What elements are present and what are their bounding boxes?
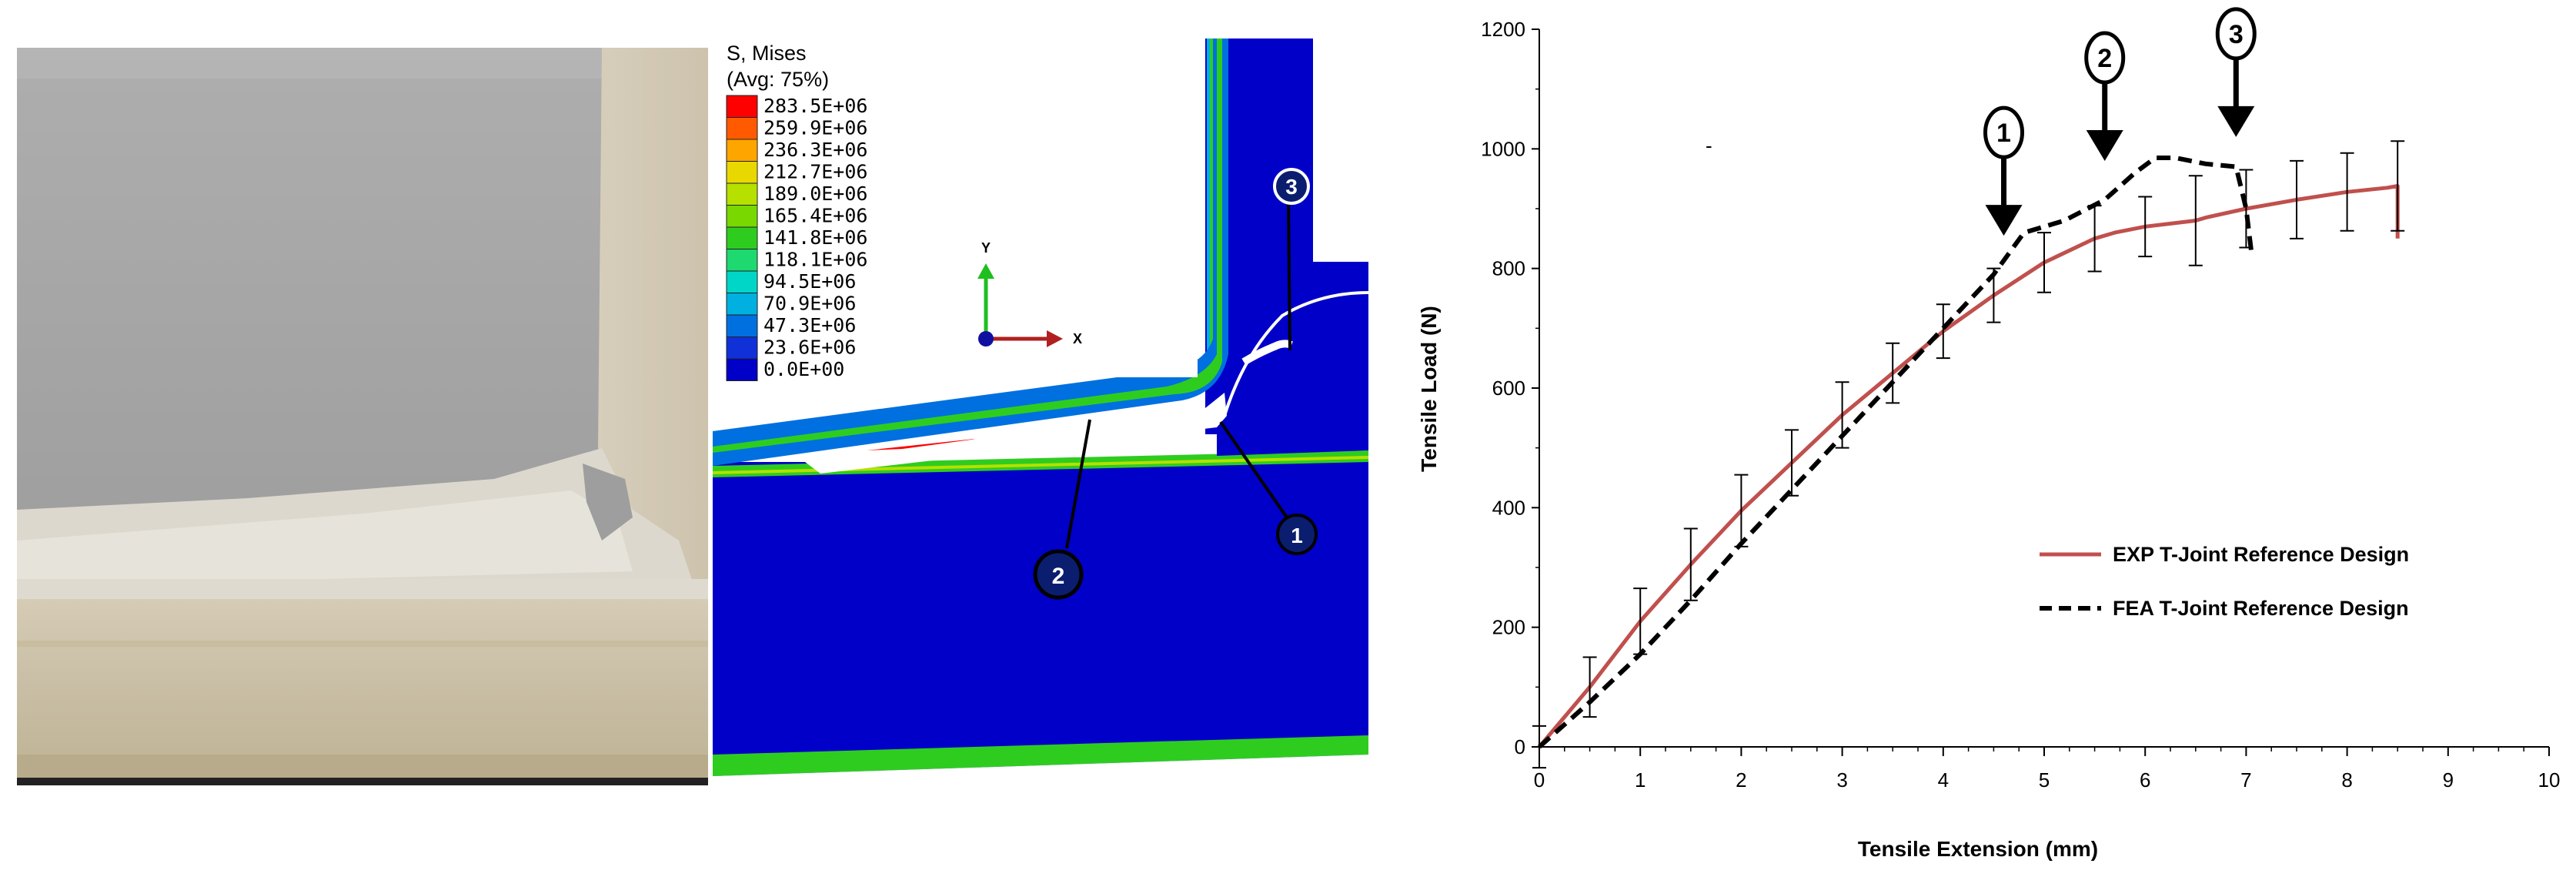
y-axis-label: Tensile Load (N) xyxy=(1417,306,1441,472)
legend-swatch xyxy=(726,249,758,272)
x-tick-label: 1 xyxy=(1635,768,1645,792)
legend-swatch xyxy=(726,161,758,184)
legend-title: S, Mises xyxy=(727,42,807,65)
legend-swatch xyxy=(726,293,758,316)
load-extension-chart: 0 200 400 600 800 1000 1200 0 1 2 3 4 5 6 7 8 9 10 1 2 3 Te… xyxy=(1417,7,2560,861)
chart-annotations: 1 2 3 xyxy=(1983,7,2257,236)
legend-value: 47.3E+06 xyxy=(763,314,856,336)
legend-swatch xyxy=(726,358,758,381)
legend-swatch xyxy=(726,205,758,228)
legend-swatch xyxy=(726,95,758,118)
y-tick-label: 400 xyxy=(1492,496,1525,519)
fea-callout-3: 3 xyxy=(1273,168,1310,205)
svg-text:3: 3 xyxy=(1285,175,1298,199)
legend-value: 236.3E+06 xyxy=(763,139,867,161)
axis-y-label: Y xyxy=(981,240,991,256)
error-bar xyxy=(1683,527,1698,601)
legend-value: 23.6E+06 xyxy=(763,336,856,359)
legend-value: 165.4E+06 xyxy=(763,205,867,227)
error-bar xyxy=(2391,140,2405,232)
x-tick-label: 8 xyxy=(2341,768,2352,792)
legend-value: 0.0E+00 xyxy=(763,358,844,380)
series-line-0 xyxy=(1538,184,2400,748)
legend-value: 70.9E+06 xyxy=(763,293,856,315)
error-bar xyxy=(2037,232,2051,293)
chart-axes: 0 200 400 600 800 1000 1200 0 1 2 3 4 5 6 7 8 9 10 xyxy=(1481,18,2560,792)
legend-label: FEA T-Joint Reference Design xyxy=(2113,597,2409,620)
legend-subtitle: (Avg: 75%) xyxy=(727,68,829,91)
y-tick-label: 800 xyxy=(1492,257,1525,280)
fea-callout-1: 1 xyxy=(1276,514,1318,555)
legend-value: 141.8E+06 xyxy=(763,226,867,249)
error-bar xyxy=(1582,656,1597,718)
x-tick-label: 7 xyxy=(2240,768,2251,792)
coordinate-triad: Y X xyxy=(977,240,1082,347)
legend-value: 283.5E+06 xyxy=(763,95,867,117)
annotation-2: 2 xyxy=(2084,31,2126,161)
legend-value: 189.0E+06 xyxy=(763,182,867,205)
legend-value: 118.1E+06 xyxy=(763,249,867,271)
x-axis-label: Tensile Extension (mm) xyxy=(1858,837,2098,861)
svg-text:2: 2 xyxy=(1052,564,1065,589)
minor-mark: - xyxy=(1706,134,1712,157)
y-tick-label: 0 xyxy=(1515,735,1525,758)
x-tick-label: 5 xyxy=(2039,768,2050,792)
error-bar xyxy=(1936,303,1950,360)
fea-contour-image xyxy=(713,31,1375,793)
legend-swatch xyxy=(726,270,758,293)
annotation-1: 1 xyxy=(1983,105,2025,236)
error-bar xyxy=(2290,159,2304,239)
x-tick-label: 6 xyxy=(2140,768,2150,792)
fea-callout-2: 2 xyxy=(1033,549,1084,600)
annotation-label: 3 xyxy=(2229,20,2244,49)
error-bar xyxy=(2188,175,2203,266)
error-bar xyxy=(2138,196,2153,258)
error-bar xyxy=(2340,152,2354,232)
y-tick-label: 1200 xyxy=(1481,18,1525,41)
x-tick-label: 3 xyxy=(1836,768,1847,792)
legend-value: 259.9E+06 xyxy=(763,117,867,139)
x-tick-label: 0 xyxy=(1534,768,1545,792)
y-tick-label: 600 xyxy=(1492,377,1525,400)
error-bar xyxy=(1633,587,1648,655)
y-tick-label: 1000 xyxy=(1481,137,1525,160)
x-tick-label: 9 xyxy=(2443,768,2454,792)
legend-label: EXP T-Joint Reference Design xyxy=(2113,543,2409,566)
x-tick-label: 10 xyxy=(2538,768,2561,792)
y-tick-label: 200 xyxy=(1492,616,1525,639)
chart-series xyxy=(1532,140,2405,769)
annotation-label: 2 xyxy=(2097,44,2112,73)
x-tick-label: 4 xyxy=(1938,768,1949,792)
annotation-3: 3 xyxy=(2215,7,2257,137)
legend-value: 212.7E+06 xyxy=(763,161,867,183)
error-bar xyxy=(1734,474,1749,547)
legend-swatch xyxy=(726,182,758,206)
legend-swatch xyxy=(726,314,758,337)
specimen-photo xyxy=(17,48,708,785)
axis-x-label: X xyxy=(1073,331,1082,346)
legend-swatch xyxy=(726,139,758,162)
legend-swatch xyxy=(726,226,758,249)
chart-legend: EXP T-Joint Reference Design FEA T-Joint … xyxy=(2040,543,2409,620)
legend-swatch xyxy=(726,117,758,140)
svg-text:1: 1 xyxy=(1291,524,1303,547)
legend-value: 94.5E+06 xyxy=(763,270,856,293)
fea-panel: 3 1 2 S, Mises (Avg: 75%) 283.5E+06259.9… xyxy=(713,31,1375,793)
x-tick-label: 2 xyxy=(1736,768,1746,792)
series-line-1 xyxy=(1538,156,2254,749)
legend-entry-1: FEA T-Joint Reference Design xyxy=(2040,597,2409,620)
legend-swatch xyxy=(726,336,758,360)
contour-legend: 283.5E+06259.9E+06236.3E+06212.7E+06189.… xyxy=(726,95,867,381)
annotation-label: 1 xyxy=(1996,119,2011,148)
error-bar xyxy=(1886,342,1900,404)
legend-entry-0: EXP T-Joint Reference Design xyxy=(2040,543,2409,566)
